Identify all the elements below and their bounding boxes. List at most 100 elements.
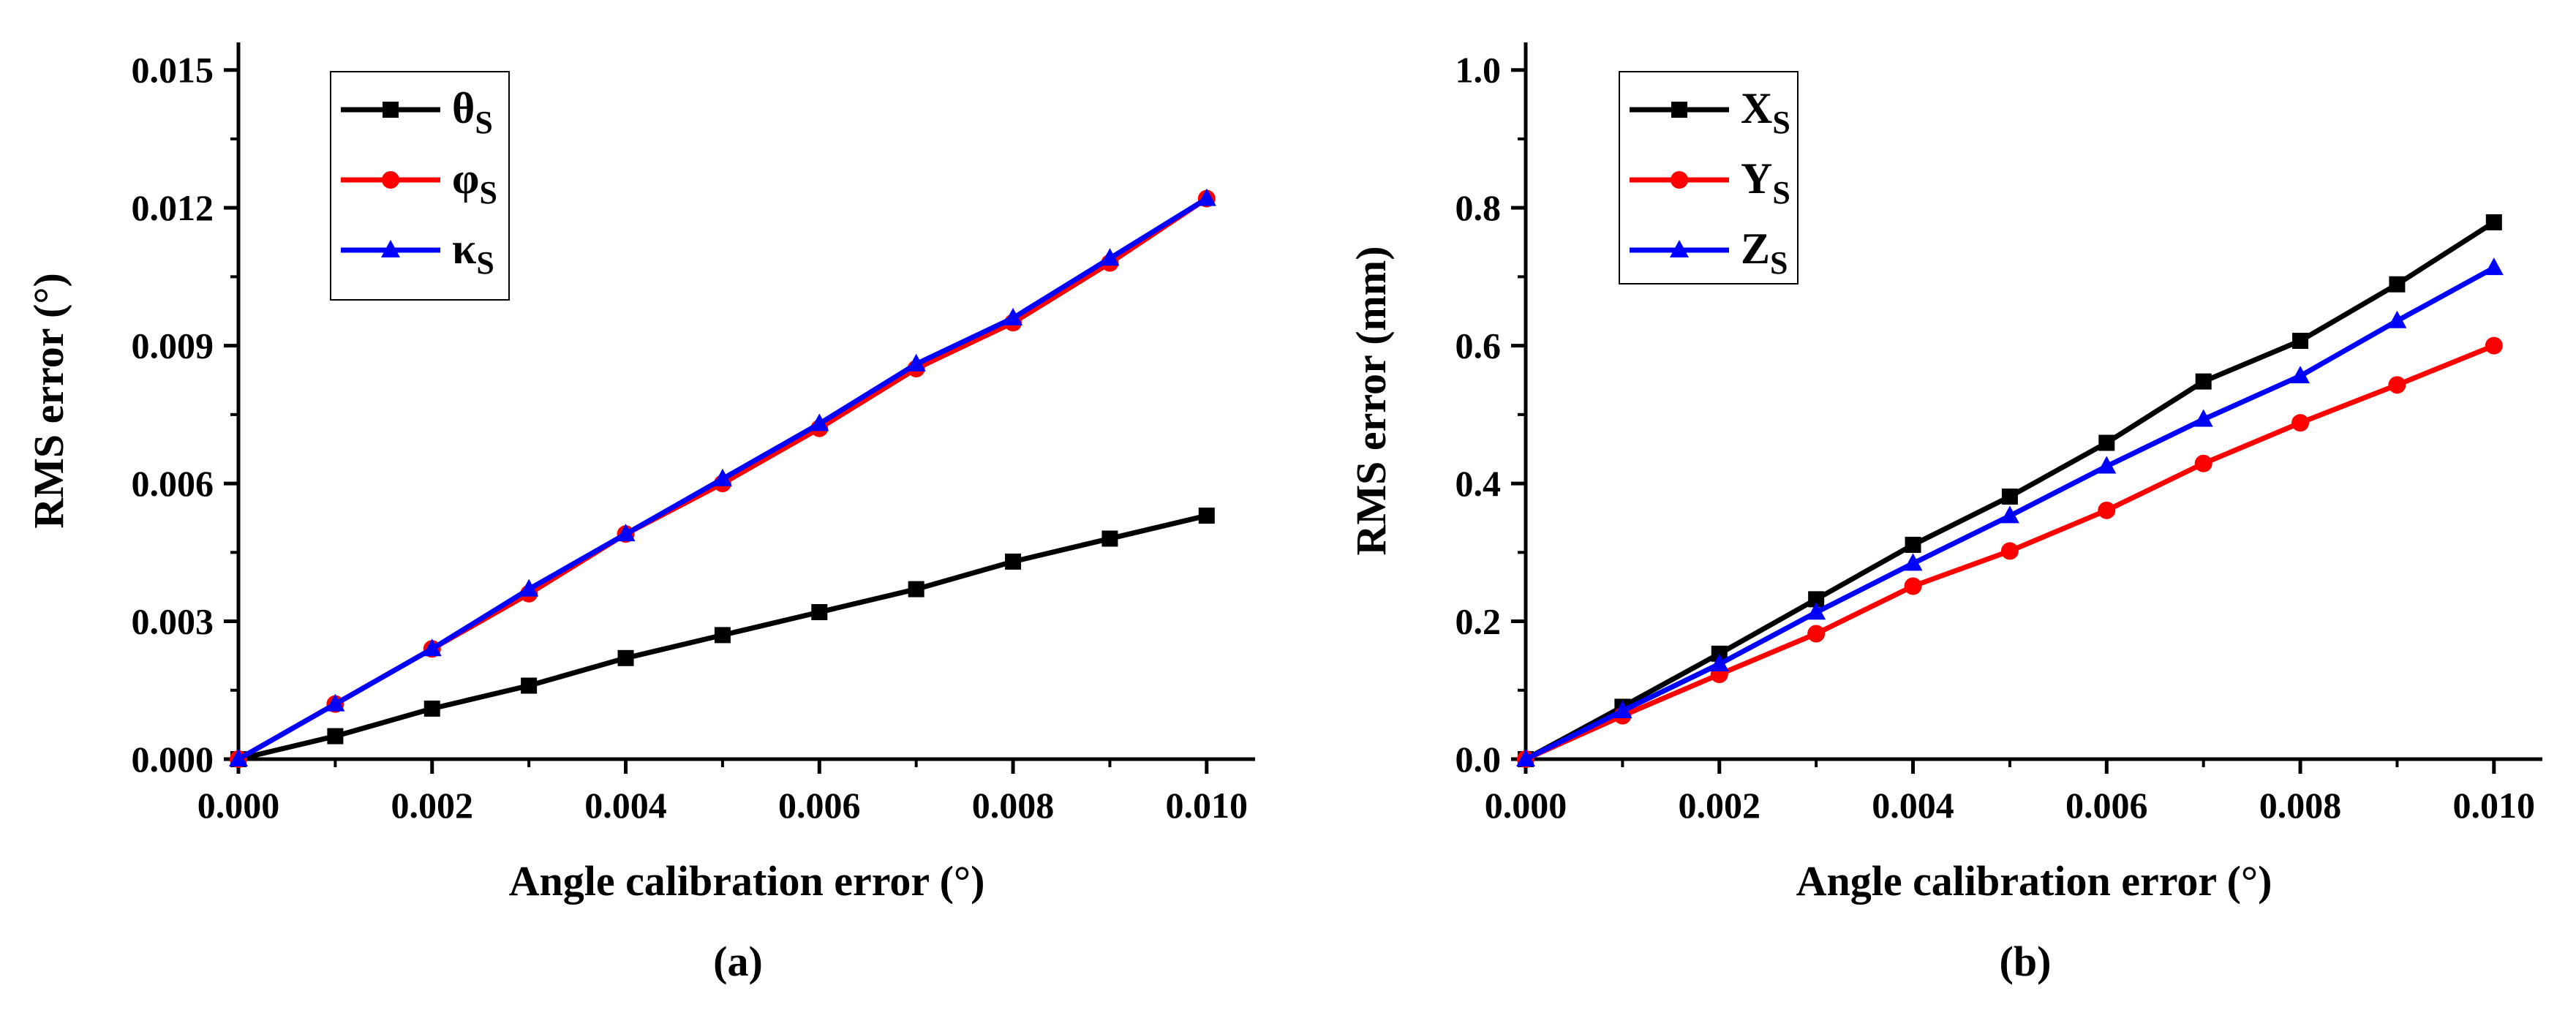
data-point	[1100, 248, 1120, 266]
x-tick-label: 0.006	[2065, 785, 2148, 826]
series-3	[1516, 257, 2504, 766]
data-point	[2195, 373, 2212, 390]
data-point	[1904, 577, 1922, 595]
series-1	[1518, 214, 2502, 767]
y-tick-label: 0.8	[1455, 187, 1502, 228]
data-point	[1905, 536, 1921, 553]
data-point	[229, 749, 248, 766]
data-point	[2292, 333, 2309, 350]
x-tick-label: 0.002	[1679, 785, 1761, 826]
legend-marker	[1671, 171, 1688, 189]
legend-label: φS	[452, 154, 497, 211]
data-point	[519, 579, 539, 597]
data-point	[2389, 276, 2406, 293]
panel-label: (b)	[2000, 938, 2052, 985]
data-point	[2485, 336, 2503, 355]
data-point	[1516, 749, 1535, 766]
y-axis-title: RMS error (°)	[25, 273, 72, 529]
data-point	[2387, 310, 2407, 328]
y-tick-label: 0.003	[132, 601, 214, 642]
legend-item: XS	[1630, 84, 1790, 140]
x-tick-label: 0.010	[1166, 785, 1249, 826]
data-point	[616, 524, 636, 542]
data-point	[1101, 530, 1118, 547]
data-point	[2000, 505, 2019, 524]
data-point	[422, 638, 442, 657]
legend-marker	[383, 102, 399, 118]
data-point	[908, 581, 924, 598]
data-point	[1005, 553, 1022, 570]
series-3	[229, 188, 1216, 766]
legend-subscript: S	[1770, 245, 1788, 281]
x-tick-label: 0.006	[778, 785, 861, 826]
x-tick-label: 0.008	[972, 785, 1055, 826]
data-point	[906, 353, 926, 372]
data-point	[2098, 434, 2115, 451]
legend-marker	[381, 240, 400, 257]
legend-subscript: S	[1772, 105, 1790, 140]
data-point	[1807, 625, 1826, 643]
x-tick-label: 0.002	[391, 785, 474, 826]
data-point	[712, 468, 732, 486]
data-point	[810, 413, 829, 431]
data-point	[2484, 257, 2504, 276]
data-point	[2194, 454, 2212, 472]
legend-item: θS	[341, 84, 493, 140]
data-point	[811, 603, 828, 620]
y-tick-label: 1.0	[1455, 50, 1502, 91]
data-point	[1197, 188, 1216, 206]
data-point	[327, 728, 344, 745]
data-point	[2485, 214, 2502, 230]
legend-subscript: S	[479, 175, 497, 211]
legend-subscript: S	[475, 105, 492, 140]
y-tick-label: 0.0	[1455, 739, 1502, 780]
data-point	[1711, 645, 1728, 662]
legend-marker	[1670, 240, 1689, 257]
series-2	[1517, 336, 2503, 768]
data-point	[2193, 409, 2213, 427]
x-axis-title: Angle calibration error (°)	[509, 857, 985, 905]
y-tick-label: 0.006	[132, 463, 214, 504]
x-axis-title: Angle calibration error (°)	[1796, 857, 2272, 905]
data-point	[1003, 307, 1023, 325]
legend-item: φS	[341, 154, 497, 211]
data-point	[714, 627, 731, 644]
y-tick-label: 0.000	[132, 739, 214, 780]
data-point	[1807, 602, 1826, 620]
legend-subscript: S	[476, 245, 494, 281]
y-axis-title: RMS error (mm)	[1347, 246, 1395, 555]
y-tick-label: 0.2	[1455, 601, 1502, 642]
y-tick-label: 0.012	[132, 187, 214, 228]
data-point	[617, 649, 634, 666]
data-point	[1198, 508, 1215, 524]
legend-label: XS	[1741, 84, 1790, 140]
y-tick-label: 0.4	[1455, 463, 1502, 504]
data-point	[2098, 501, 2116, 519]
data-point	[2001, 488, 2018, 505]
data-point	[325, 693, 345, 712]
x-tick-label: 0.000	[1485, 785, 1567, 826]
x-tick-label: 0.004	[1872, 785, 1954, 826]
data-point	[1808, 591, 1825, 608]
data-point	[1903, 553, 1923, 571]
data-point	[1613, 701, 1632, 719]
chart-a: 0.000 0.002 0.004 0.006 0.008 0.010 0.000 0.003…	[25, 42, 1255, 985]
y-tick-label: 0.009	[132, 325, 214, 366]
panel-label: (a)	[713, 938, 763, 985]
x-tick-label: 0.010	[2453, 785, 2536, 826]
x-tick-label: 0.000	[197, 785, 280, 826]
data-point	[2000, 542, 2019, 560]
y-tick-label: 0.015	[132, 50, 214, 91]
data-point	[1709, 653, 1729, 671]
chart-b: 0.000 0.002 0.004 0.006 0.008 0.010 0.0 0.2 0.4 0…	[1347, 42, 2542, 985]
data-point	[2291, 366, 2311, 384]
data-point	[2388, 376, 2406, 394]
data-point	[2097, 456, 2117, 474]
legend-marker	[382, 171, 399, 189]
data-point	[521, 677, 538, 694]
x-tick-label: 0.004	[584, 785, 667, 826]
x-tick-label: 0.008	[2259, 785, 2342, 826]
